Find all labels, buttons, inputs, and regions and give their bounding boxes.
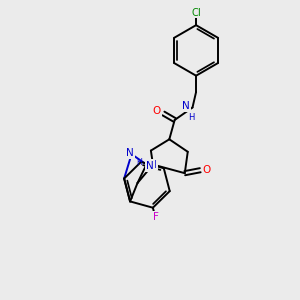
Text: O: O (153, 106, 161, 116)
Text: H: H (188, 113, 194, 122)
Text: F: F (153, 212, 158, 222)
Text: O: O (202, 165, 211, 175)
Text: N: N (126, 148, 134, 158)
Text: Cl: Cl (191, 8, 201, 18)
Text: N: N (146, 161, 154, 171)
Text: N: N (182, 101, 190, 111)
Text: H: H (136, 158, 142, 167)
Text: N: N (149, 160, 157, 170)
